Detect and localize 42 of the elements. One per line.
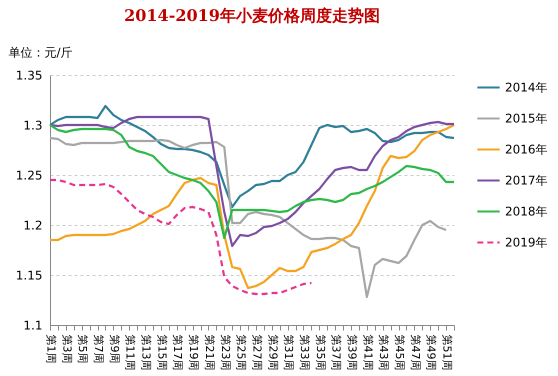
y-tick-label: 1.2 [23, 218, 42, 232]
x-tick-label: 第11周 [124, 334, 137, 370]
x-tick-label: 第7周 [92, 334, 106, 364]
x-tick-label: 第17周 [171, 334, 184, 370]
legend-label: 2015年 [505, 112, 548, 126]
y-tick-label: 1.35 [16, 68, 42, 82]
x-tick-label: 第45周 [393, 334, 406, 370]
y-axis-title: 单位：元/斤 [8, 46, 73, 60]
x-tick-label: 第49周 [424, 334, 438, 370]
x-tick-label: 第19周 [187, 334, 200, 370]
x-tick-label: 第1周 [44, 334, 58, 364]
x-tick-label: 第29周 [266, 334, 280, 370]
y-tick-label: 1.3 [23, 118, 42, 132]
x-tick-label: 第13周 [140, 334, 153, 370]
x-tick-label: 第33周 [298, 334, 311, 370]
y-tick-label: 1.15 [16, 268, 42, 282]
line-series [48, 178, 313, 296]
line-series [48, 104, 456, 208]
x-tick-label: 第21周 [202, 334, 216, 370]
x-tick-label: 第41周 [361, 334, 374, 370]
x-tick-label: 第25周 [234, 334, 248, 370]
x-tick-label: 第3周 [60, 334, 74, 364]
legend-label: 2018年 [505, 204, 548, 218]
x-tick-label: 第47周 [408, 334, 422, 370]
chart-title: 2014-2019年小麦价格周度走势图 [124, 6, 380, 25]
legend-label: 2017年 [505, 174, 548, 188]
x-tick-label: 第37周 [330, 334, 343, 370]
y-tick-label: 1.1 [23, 318, 42, 332]
x-tick-label: 第35周 [314, 334, 327, 370]
x-tick-label: 第9周 [108, 334, 121, 364]
x-tick-label: 第39周 [346, 334, 359, 370]
x-tick-label: 第5周 [76, 334, 90, 364]
x-tick-label: 第23周 [218, 334, 232, 370]
x-tick-label: 第15周 [155, 334, 168, 370]
x-tick-label: 第51周 [440, 334, 454, 370]
legend-label: 2019年 [505, 236, 548, 250]
legend-label: 2014年 [505, 80, 548, 94]
legend-label: 2016年 [505, 142, 548, 156]
x-tick-label: 第27周 [250, 334, 264, 370]
x-tick-label: 第43周 [377, 334, 390, 370]
y-tick-label: 1.25 [16, 168, 42, 182]
x-tick-label: 第31周 [282, 334, 296, 370]
